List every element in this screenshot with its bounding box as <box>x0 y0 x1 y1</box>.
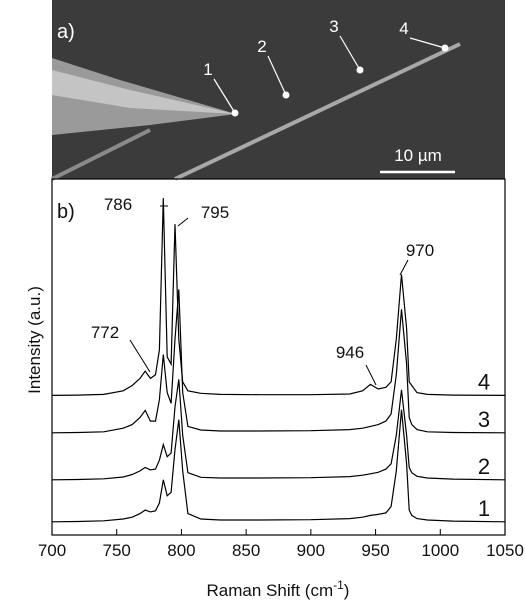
peak-leader <box>177 217 189 227</box>
panel-label: a) <box>57 21 75 43</box>
marker-leader <box>409 37 446 49</box>
peak-leader <box>129 339 151 373</box>
plot-frame <box>51 178 506 536</box>
marker-dot <box>231 109 239 117</box>
marker-label: 2 <box>257 37 266 56</box>
x-axis-label-sup: -1 <box>333 578 344 592</box>
x-tick-label: 1000 <box>421 541 459 560</box>
peak-leader <box>399 259 409 276</box>
nanowire <box>174 42 461 181</box>
series-label: 3 <box>478 407 490 432</box>
x-axis-label: Raman Shift (cm-1) <box>207 578 350 600</box>
y-axis-label: Intensity (a.u.) <box>25 286 44 394</box>
series-label: 2 <box>478 454 490 479</box>
peak-label: 946 <box>336 343 364 362</box>
marker-dot <box>441 44 449 52</box>
spectrum <box>51 198 506 396</box>
x-axis-label-text: Raman Shift (cm <box>207 581 334 600</box>
spectrum <box>51 409 506 523</box>
x-tick-label: 950 <box>361 541 389 560</box>
scale-bar-label: 10 µm <box>394 146 442 165</box>
marker-dot <box>282 91 290 99</box>
spectrum <box>51 289 506 434</box>
x-tick-label: 700 <box>38 541 66 560</box>
peak-label: 772 <box>91 323 119 342</box>
x-tick-label: 850 <box>232 541 260 560</box>
sem-markers: 1 2 3 4 <box>203 17 449 117</box>
series-label: 4 <box>478 369 490 394</box>
marker-label: 1 <box>203 60 212 79</box>
series-label: 1 <box>478 496 490 521</box>
marker-leader <box>339 35 361 71</box>
nanowire-lower <box>51 128 151 181</box>
x-tick-label: 800 <box>167 541 195 560</box>
peak-label: 970 <box>406 241 434 260</box>
x-axis-label-suffix: ) <box>344 581 350 600</box>
marker-leader <box>213 78 236 114</box>
x-tick-label: 900 <box>297 541 325 560</box>
marker-label: 3 <box>329 17 338 36</box>
peak-label: 795 <box>201 203 229 222</box>
marker-leader <box>267 55 287 96</box>
panel-label: b) <box>57 201 75 223</box>
marker-label: 4 <box>399 19 408 38</box>
x-tick-label: 750 <box>103 541 131 560</box>
tip-highlight <box>52 70 236 114</box>
spectrum <box>51 379 506 481</box>
x-tick-label: 1050 <box>486 541 524 560</box>
peak-leader <box>365 364 377 386</box>
peak-label: 786 <box>104 195 132 214</box>
marker-dot <box>356 66 364 74</box>
